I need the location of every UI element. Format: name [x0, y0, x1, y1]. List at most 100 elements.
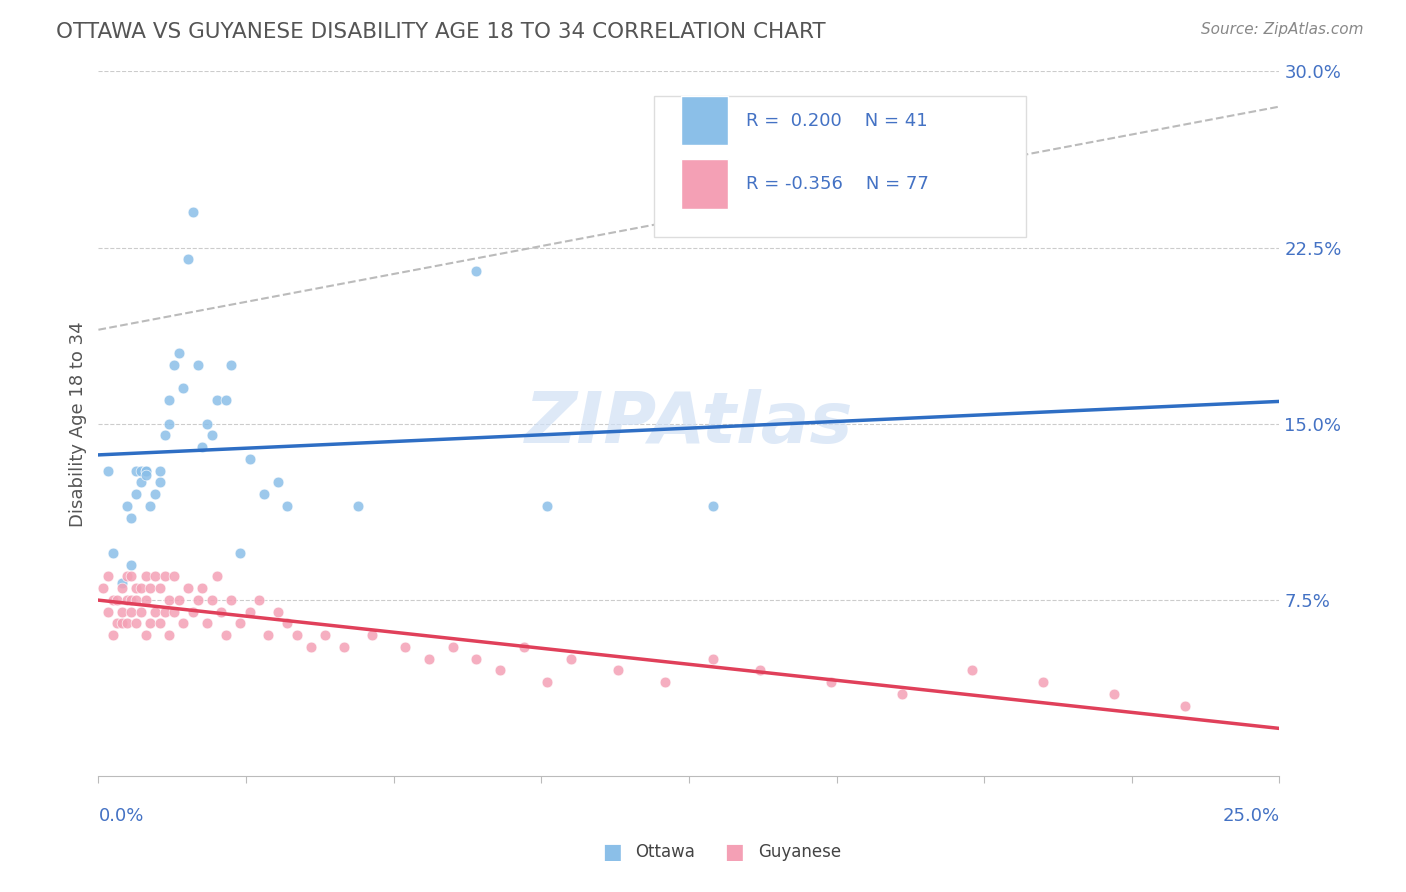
Text: ■: ■: [724, 842, 744, 862]
Point: [135, 592, 157, 607]
Point: [536, 675, 558, 690]
Point: [111, 605, 134, 619]
Point: [465, 264, 488, 278]
Point: [121, 605, 143, 619]
Point: [253, 487, 276, 501]
Text: R = -0.356    N = 77: R = -0.356 N = 77: [745, 175, 928, 193]
Point: [257, 628, 280, 642]
Point: [890, 687, 912, 701]
Point: [101, 628, 124, 642]
Point: [702, 651, 724, 665]
Point: [512, 640, 534, 654]
Bar: [681, 96, 728, 145]
Point: [219, 358, 242, 372]
Point: [187, 592, 209, 607]
Point: [177, 252, 200, 267]
Point: [167, 592, 190, 607]
Point: [121, 510, 143, 524]
Point: [215, 393, 238, 408]
Text: Ottawa: Ottawa: [636, 843, 696, 861]
Point: [111, 576, 134, 591]
Point: [121, 569, 143, 583]
Point: [101, 592, 124, 607]
Point: [163, 358, 186, 372]
Point: [333, 640, 356, 654]
Point: [121, 592, 143, 607]
Point: [97, 569, 120, 583]
Point: [191, 581, 214, 595]
Point: [157, 417, 180, 431]
Point: [654, 675, 676, 690]
Point: [347, 499, 370, 513]
Point: [418, 651, 440, 665]
Point: [111, 581, 134, 595]
Point: [115, 616, 138, 631]
Point: [91, 581, 114, 595]
Point: [139, 616, 162, 631]
Text: R =  0.200    N = 41: R = 0.200 N = 41: [745, 112, 927, 129]
Point: [394, 640, 416, 654]
Text: ■: ■: [602, 842, 621, 862]
Point: [229, 546, 252, 560]
Point: [267, 605, 290, 619]
Point: [201, 428, 224, 442]
Point: [962, 664, 984, 678]
Point: [149, 581, 172, 595]
Point: [314, 628, 336, 642]
Text: Guyanese: Guyanese: [758, 843, 841, 861]
Point: [163, 569, 186, 583]
Point: [153, 428, 176, 442]
Point: [153, 605, 176, 619]
Point: [489, 664, 512, 678]
Point: [172, 616, 194, 631]
Point: [560, 651, 582, 665]
Point: [205, 393, 228, 408]
Point: [163, 605, 186, 619]
Point: [135, 464, 157, 478]
Point: [125, 616, 148, 631]
Point: [177, 581, 200, 595]
Point: [276, 499, 298, 513]
Point: [157, 592, 180, 607]
Point: [125, 487, 148, 501]
Point: [201, 592, 224, 607]
Point: [143, 569, 166, 583]
Point: [129, 464, 152, 478]
Point: [125, 464, 148, 478]
Text: OTTAWA VS GUYANESE DISABILITY AGE 18 TO 34 CORRELATION CHART: OTTAWA VS GUYANESE DISABILITY AGE 18 TO …: [56, 22, 825, 42]
Point: [139, 499, 162, 513]
Point: [195, 616, 218, 631]
Point: [820, 675, 842, 690]
Point: [215, 628, 238, 642]
Point: [191, 440, 214, 454]
Point: [195, 417, 218, 431]
Point: [135, 468, 157, 483]
Point: [465, 651, 488, 665]
Point: [143, 605, 166, 619]
Point: [129, 581, 152, 595]
Point: [247, 592, 270, 607]
Point: [181, 205, 204, 219]
Point: [702, 499, 724, 513]
Point: [239, 451, 262, 466]
Point: [135, 628, 157, 642]
Point: [125, 581, 148, 595]
Point: [219, 592, 242, 607]
Point: [97, 605, 120, 619]
Point: [115, 499, 138, 513]
Point: [181, 605, 204, 619]
Point: [121, 558, 143, 572]
Point: [157, 628, 180, 642]
Point: [115, 569, 138, 583]
Point: [125, 592, 148, 607]
Point: [135, 464, 157, 478]
Point: [239, 605, 262, 619]
Point: [111, 616, 134, 631]
Point: [1032, 675, 1054, 690]
Point: [361, 628, 384, 642]
Point: [105, 592, 128, 607]
Point: [209, 605, 232, 619]
Point: [187, 358, 209, 372]
Point: [1102, 687, 1125, 701]
Point: [115, 592, 138, 607]
